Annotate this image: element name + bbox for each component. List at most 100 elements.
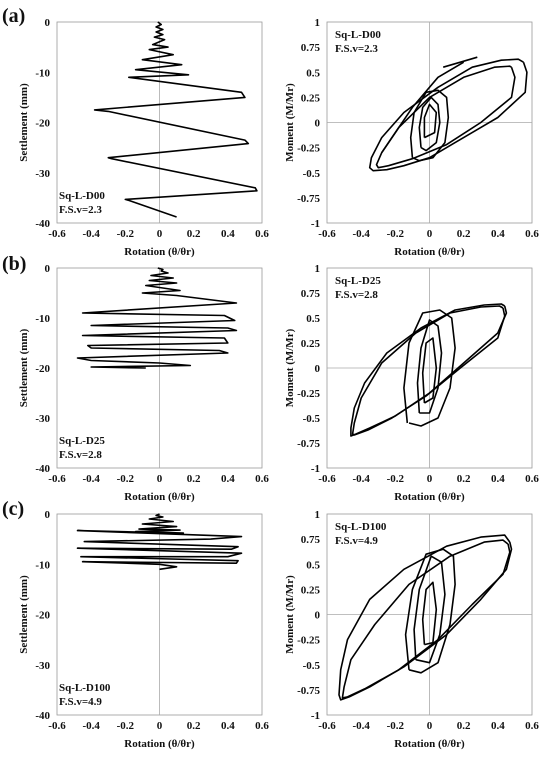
y-tick-label: 0.25 <box>301 92 321 104</box>
y-tick-label: 0 <box>315 118 321 130</box>
series-line <box>351 305 506 436</box>
specimen-annotation: F.S.v=2.8 <box>59 449 102 461</box>
y-tick-label: -0.5 <box>303 413 321 425</box>
y-tick-label: 0.25 <box>301 338 321 350</box>
x-tick-label: -0.4 <box>352 473 370 485</box>
x-tick-label: -0.2 <box>387 720 405 732</box>
series-line <box>423 103 438 139</box>
y-axis-label: Settlement (mm) <box>18 328 30 407</box>
x-tick-label: 0.4 <box>221 228 235 240</box>
x-tick-label: 0 <box>427 720 433 732</box>
x-tick-label: -0.4 <box>352 720 370 732</box>
x-tick-label: 0.6 <box>525 473 539 485</box>
x-tick-label: -0.6 <box>318 228 336 240</box>
y-tick-label: -0.5 <box>303 168 321 180</box>
y-tick-label: -0.75 <box>297 438 320 450</box>
y-axis-label: Moment (M/Mr) <box>284 575 296 654</box>
y-tick-label: 0 <box>315 363 321 375</box>
y-tick-label: 0.5 <box>306 67 320 79</box>
y-tick-label: -40 <box>35 218 50 230</box>
x-tick-label: -0.2 <box>387 473 405 485</box>
y-axis-label: Moment (M/Mr) <box>284 328 296 407</box>
x-tick-label: -0.6 <box>318 473 336 485</box>
x-tick-label: -0.2 <box>117 228 135 240</box>
specimen-annotation: F.S.v=2.8 <box>335 289 378 301</box>
chart-a-moment: -0.6 -0.4 -0.2 0 0.2 0.4 0.6 -1 -0.75 -0.5 -0.25 0 0… <box>284 17 539 258</box>
y-tick-label: 0.75 <box>301 534 321 546</box>
x-tick-label: 0.2 <box>457 720 471 732</box>
y-tick-label: 0.25 <box>301 584 321 596</box>
y-tick-label: 0 <box>45 509 51 521</box>
y-tick-label: -1 <box>311 710 320 722</box>
series-line <box>413 555 446 664</box>
x-tick-label: -0.6 <box>48 473 66 485</box>
x-tick-label: -0.6 <box>318 720 336 732</box>
y-tick-label: 0 <box>45 17 51 29</box>
x-tick-label: -0.4 <box>352 228 370 240</box>
y-tick-label: -10 <box>35 67 50 79</box>
y-tick-label: 0.5 <box>306 313 320 325</box>
series-line <box>93 21 258 218</box>
series-line <box>421 337 438 404</box>
y-tick-label: -1 <box>311 218 320 230</box>
x-tick-label: 0.2 <box>187 228 201 240</box>
specimen-annotation: Sq-L-D25 <box>335 275 381 287</box>
x-tick-label: -0.2 <box>117 473 135 485</box>
specimen-annotation: F.S.v=4.9 <box>335 535 378 547</box>
x-tick-label: 0.2 <box>457 473 471 485</box>
y-tick-label: -20 <box>35 610 50 622</box>
x-tick-label: 0.4 <box>221 473 235 485</box>
panel-label-a: (a) <box>2 5 25 27</box>
y-tick-label: -30 <box>35 413 50 425</box>
series-line <box>442 56 478 68</box>
y-tick-label: 1 <box>315 509 321 521</box>
series-line <box>381 61 465 154</box>
chart-c-settlement: -0.6 -0.4 -0.2 0 0.2 0.4 0.6 -40 -30 -20 -10 0 Rotat… <box>18 509 269 750</box>
x-axis-label: Rotation (θ/θr) <box>394 491 465 503</box>
series-line <box>418 96 441 152</box>
y-tick-label: -20 <box>35 118 50 130</box>
specimen-annotation: F.S.v=2.3 <box>335 43 378 55</box>
x-tick-label: -0.6 <box>48 228 66 240</box>
y-axis-label: Moment (M/Mr) <box>284 83 296 162</box>
series-line <box>76 267 238 369</box>
y-tick-label: 0 <box>45 263 51 275</box>
series-line <box>404 548 456 674</box>
panel-label-b: (b) <box>2 253 26 275</box>
series-line <box>403 309 456 427</box>
y-tick-label: -30 <box>35 660 50 672</box>
chart-c-moment: -0.6 -0.4 -0.2 0 0.2 0.4 0.6 -1 -0.75 -0.5 -0.25 0 0… <box>284 509 539 750</box>
x-tick-label: 0.4 <box>491 473 505 485</box>
y-tick-label: -0.75 <box>297 193 320 205</box>
specimen-annotation: Sq-L-D100 <box>335 521 387 533</box>
y-tick-label: -0.75 <box>297 685 320 697</box>
chart-a-settlement: -0.6 -0.4 -0.2 0 0.2 0.4 0.6 -40 -30 -20 -10 0 Rotat… <box>18 17 269 258</box>
y-tick-label: -1 <box>311 463 320 475</box>
x-tick-label: 0.4 <box>491 720 505 732</box>
y-tick-label: -30 <box>35 168 50 180</box>
specimen-annotation: Sq-L-D00 <box>59 190 105 202</box>
chart-b-settlement: -0.6 -0.4 -0.2 0 0.2 0.4 0.6 -40 -30 -20 -10 0 Rotat… <box>18 263 269 503</box>
x-axis-label: Rotation (θ/θr) <box>124 246 195 258</box>
series-line <box>76 513 243 571</box>
x-tick-label: 0 <box>157 720 163 732</box>
series-line <box>368 58 528 172</box>
x-tick-label: 0.6 <box>255 473 269 485</box>
y-tick-label: -10 <box>35 559 50 571</box>
x-tick-label: 0 <box>157 473 163 485</box>
y-tick-label: 1 <box>315 263 321 275</box>
x-tick-label: 0.6 <box>255 228 269 240</box>
x-tick-label: 0 <box>427 473 433 485</box>
x-axis-label: Rotation (θ/θr) <box>124 491 195 503</box>
x-tick-label: 0.6 <box>255 720 269 732</box>
x-tick-label: -0.4 <box>82 720 100 732</box>
series-line <box>421 581 438 646</box>
specimen-annotation: Sq-L-D100 <box>59 682 111 694</box>
x-tick-label: 0.6 <box>525 720 539 732</box>
chart-b-moment: -0.6 -0.4 -0.2 0 0.2 0.4 0.6 -1 -0.75 -0.5 -0.25 0 0… <box>284 263 539 503</box>
series-line <box>350 303 508 437</box>
y-tick-label: -20 <box>35 363 50 375</box>
y-axis-label: Settlement (mm) <box>18 83 30 162</box>
y-tick-label: -0.25 <box>297 143 320 155</box>
